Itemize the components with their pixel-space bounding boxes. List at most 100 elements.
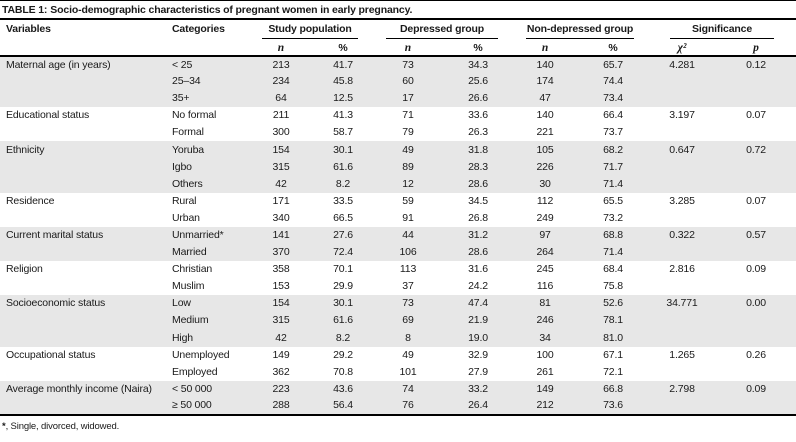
p-cell: 0.07: [746, 109, 766, 122]
depressed-pct-cell: 26.8: [468, 211, 488, 224]
depressed-n-cell: 89: [402, 160, 414, 173]
column-group-nondepressed: Non-depressed group: [512, 20, 648, 39]
study-pct-cell: 33.5: [333, 194, 353, 207]
category-cell: Urban: [172, 211, 200, 224]
depressed-n-cell: 71: [402, 109, 414, 122]
p-cell: 0.00: [746, 297, 766, 310]
study-pct-cell: 70.8: [333, 365, 353, 378]
depressed-pct-cell: 31.2: [468, 228, 488, 241]
table-title-text: Socio-demographic characteristics of pre…: [50, 4, 413, 16]
variable-cell: [0, 159, 168, 176]
nondepressed-pct-cell: 65.5: [603, 194, 623, 207]
p-cell: [716, 73, 796, 90]
study-n-cell: 315: [272, 160, 290, 173]
study-n-cell: 171: [272, 194, 290, 207]
chi2-cell: 3.197: [669, 109, 695, 122]
depressed-n-cell: 74: [402, 382, 414, 395]
column-header-depressed-n: n: [404, 42, 412, 54]
nondepressed-n-cell: 105: [536, 143, 554, 156]
table-row: 25–34 234 45.8 60 25.6 174 74.4: [0, 73, 796, 91]
study-n-cell: 340: [272, 211, 290, 224]
variable-cell: [0, 90, 168, 107]
nondepressed-n-cell: 47: [539, 92, 551, 105]
chi2-cell: [648, 398, 716, 415]
study-pct-cell: 29.9: [333, 280, 353, 293]
chi2-cell: [648, 364, 716, 381]
study-pct-cell: 45.8: [333, 75, 353, 88]
category-cell: Unemployed: [172, 348, 230, 361]
p-cell: [716, 398, 796, 415]
table-row: Average monthly income (Naira) < 50 000 22…: [0, 380, 796, 398]
chi2-cell: [648, 73, 716, 90]
p-cell: [716, 312, 796, 329]
depressed-n-cell: 17: [402, 92, 414, 105]
study-pct-cell: 30.1: [333, 143, 353, 156]
study-n-cell: 315: [272, 314, 290, 327]
socio-demographic-table: Variables Categories Study population De…: [0, 20, 796, 416]
study-pct-cell: 66.5: [333, 211, 353, 224]
variable-cell: [0, 330, 168, 347]
table-row: ≥ 50 000 288 56.4 76 26.4 212 73.6: [0, 397, 796, 415]
chi2-cell: 2.798: [669, 382, 695, 395]
depressed-n-cell: 44: [402, 228, 414, 241]
table-row: Formal 300 58.7 79 26.3 221 73.7: [0, 124, 796, 141]
variable-cell: Religion: [6, 263, 43, 276]
category-cell: Low: [172, 297, 191, 310]
nondepressed-pct-cell: 52.6: [603, 297, 623, 310]
chi2-cell: 0.322: [669, 228, 695, 241]
category-cell: < 50 000: [172, 382, 212, 395]
column-group-significance: Significance: [648, 20, 796, 39]
study-n-cell: 211: [272, 109, 290, 122]
p-cell: [716, 159, 796, 176]
nondepressed-pct-cell: 68.2: [603, 143, 623, 156]
chi2-cell: 2.816: [669, 263, 695, 276]
chi2-cell: 1.265: [669, 348, 695, 361]
nondepressed-pct-cell: 68.4: [603, 263, 623, 276]
chi2-cell: [648, 244, 716, 261]
variable-cell: [0, 364, 168, 381]
column-header-nondepressed-n: n: [541, 42, 549, 54]
p-cell: [716, 330, 796, 347]
variable-cell: Average monthly income (Naira): [6, 382, 152, 395]
variable-cell: Occupational status: [6, 348, 96, 361]
nondepressed-n-cell: 112: [536, 194, 554, 207]
p-cell: [716, 90, 796, 107]
depressed-pct-cell: 26.4: [468, 399, 488, 412]
study-n-cell: 42: [275, 331, 287, 344]
chi2-cell: 3.285: [669, 194, 695, 207]
study-n-cell: 42: [275, 177, 287, 190]
p-cell: [716, 278, 796, 295]
chi2-cell: 0.647: [669, 143, 695, 156]
depressed-n-cell: 73: [402, 58, 414, 71]
study-n-cell: 288: [272, 399, 290, 412]
table-caption: TABLE 1: Socio-demographic characteristic…: [0, 0, 796, 20]
category-cell: High: [172, 331, 193, 344]
depressed-pct-cell: 28.6: [468, 246, 488, 259]
nondepressed-group-label: Non-depressed group: [526, 23, 635, 39]
variable-cell: [0, 124, 168, 141]
study-n-cell: 358: [272, 263, 290, 276]
category-cell: Yoruba: [172, 143, 204, 156]
depressed-n-cell: 37: [402, 280, 414, 293]
table-row: Residence Rural 171 33.5 59 34.5 112 65.5 3.285 0…: [0, 193, 796, 210]
category-cell: Others: [172, 177, 203, 190]
p-cell: 0.72: [746, 143, 766, 156]
table-row: Married 370 72.4 106 28.6 264 71.4: [0, 244, 796, 262]
depressed-pct-cell: 47.4: [468, 297, 488, 310]
chi2-cell: [648, 176, 716, 193]
table-row: Urban 340 66.5 91 26.8 249 73.2: [0, 210, 796, 227]
nondepressed-pct-cell: 66.4: [603, 109, 623, 122]
variable-cell: [0, 398, 168, 415]
table-number-label: TABLE 1:: [2, 4, 48, 16]
p-cell: [716, 124, 796, 141]
p-cell: 0.09: [746, 263, 766, 276]
p-cell: 0.12: [746, 58, 766, 71]
depressed-pct-cell: 32.9: [468, 348, 488, 361]
table-row: Ethnicity Yoruba 154 30.1 49 31.8 105 68.2 0.647…: [0, 141, 796, 159]
table-header: Variables Categories Study population De…: [0, 20, 796, 56]
table-row: Igbo 315 61.6 89 28.3 226 71.7: [0, 158, 796, 176]
category-cell: Igbo: [172, 160, 192, 173]
study-population-label: Study population: [262, 23, 358, 39]
column-group-depressed: Depressed group: [372, 20, 512, 39]
article-table-page: TABLE 1: Socio-demographic characteristic…: [0, 0, 796, 432]
